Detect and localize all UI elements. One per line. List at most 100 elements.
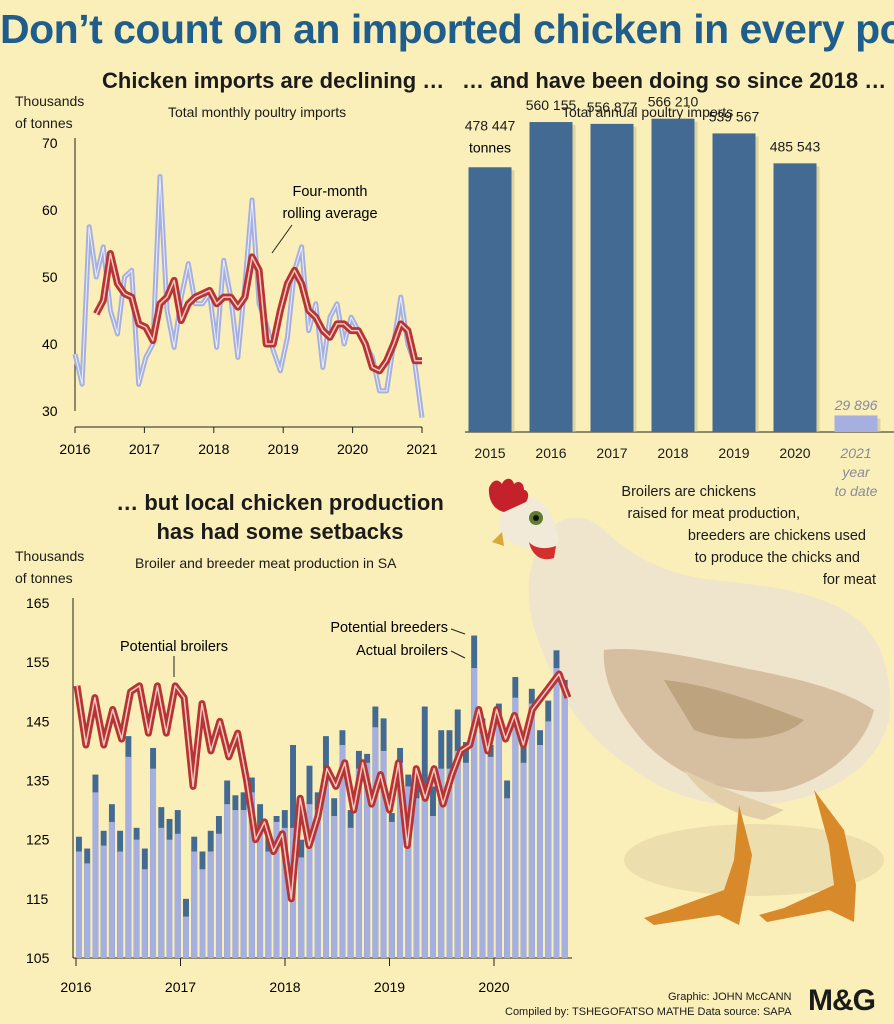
- actual-broilers-bar-48: [471, 668, 478, 958]
- compiled-credit: Compiled by: TSHEGOFATSO MATHE Data sour…: [505, 1006, 792, 1018]
- actual-broilers-bar-11: [166, 839, 173, 958]
- annual-value-label-2017: 556 877: [587, 99, 638, 115]
- actual-broilers-bar-4: [108, 821, 115, 958]
- actual-broilers-bar-6: [125, 756, 132, 958]
- production-heading: … but local chicken production has had s…: [0, 488, 560, 546]
- actual-broilers-bar-58: [553, 668, 560, 958]
- graphic-credit: Graphic: JOHN McCANN: [668, 991, 792, 1003]
- caption-line4: to produce the chicks and: [694, 550, 860, 566]
- imports-x-tick-2: 2018: [198, 441, 229, 457]
- actual-broilers-bar-49: [479, 733, 486, 958]
- actual-broilers-pointer: [450, 650, 466, 659]
- imports-heading: Chicken imports are declining …: [102, 68, 445, 93]
- annual-x-label-2018: 2018: [657, 445, 688, 461]
- actual-broilers-bar-35: [364, 762, 371, 958]
- actual-broilers-bar-1: [84, 863, 91, 958]
- actual-broilers-bar-22: [257, 827, 264, 958]
- production-y-tick-4: 145: [26, 713, 50, 729]
- annual-bar-2017: [590, 123, 634, 433]
- annual-value-label-2019: 539 567: [709, 108, 760, 124]
- imports-y-tick-2: 50: [42, 269, 58, 285]
- annual-subtitle: Total annual poultry imports: [562, 104, 734, 120]
- annual-value-label-2016: 560 155: [526, 97, 577, 113]
- actual-broilers-bar-10: [158, 827, 165, 958]
- actual-broilers-bar-52: [504, 798, 511, 958]
- annual-bar-2019: [712, 133, 756, 433]
- imports-x-tick-1: 2017: [129, 441, 160, 457]
- annual-bar-2015: [468, 167, 512, 432]
- annual-value-label-2018: 566 210: [648, 94, 699, 110]
- actual-broilers-bar-36: [372, 727, 379, 958]
- actual-broilers-bar-39: [397, 762, 404, 958]
- chicken-illustration: [488, 478, 890, 925]
- annual-value-label-2015: 478 447: [465, 117, 516, 133]
- actual-broilers-bar-7: [133, 839, 140, 958]
- actual-broilers-label: Actual broilers: [356, 643, 448, 659]
- actual-broilers-bar-17: [215, 833, 222, 958]
- actual-broilers-bar-8: [141, 869, 148, 958]
- actual-broilers-bar-51: [495, 721, 502, 958]
- actual-broilers-bar-57: [545, 721, 552, 958]
- imports-subtitle: Total monthly poultry imports: [168, 104, 347, 120]
- actual-broilers-bar-31: [331, 816, 338, 958]
- annual-x-label-2015: 2015: [474, 445, 505, 461]
- annual-value-label-2020: 485 543: [770, 138, 821, 154]
- actual-broilers-bar-30: [323, 768, 329, 958]
- actual-broilers-bar-40: [405, 786, 412, 958]
- caption-line1: Broilers are chickens: [621, 484, 756, 500]
- actual-broilers-bar-56: [537, 745, 543, 958]
- main-title: Don’t count on an imported chicken in ev…: [0, 6, 894, 52]
- annual-x-label-2021: 2021: [839, 445, 871, 461]
- annual-bar-2021: [834, 415, 878, 432]
- actual-broilers-bar-54: [520, 762, 527, 958]
- production-y-tick-1: 115: [26, 891, 49, 907]
- rolling-average-line-highlight: [95, 252, 422, 372]
- actual-broilers-bar-45: [446, 768, 453, 958]
- actual-broilers-bar-44: [438, 768, 445, 958]
- actual-broilers-bar-5: [117, 851, 124, 958]
- potential-breeders-pointer: [450, 628, 466, 635]
- potential-broilers-line-highlight: [76, 673, 569, 900]
- production-heading-line2: has had some setbacks: [156, 519, 404, 544]
- actual-broilers-bar-34: [355, 768, 362, 958]
- caption-line3: breeders are chickens used: [687, 528, 866, 544]
- imports-y-tick-0: 30: [42, 403, 58, 419]
- imports-y-tick-1: 40: [42, 336, 58, 352]
- rolling-average-label-line2: rolling average: [282, 206, 377, 222]
- actual-broilers-bar-14: [191, 851, 198, 958]
- actual-broilers-bar-47: [462, 762, 469, 958]
- actual-broilers-bar-16: [207, 851, 214, 958]
- production-y-tick-6: 165: [26, 595, 50, 611]
- actual-broilers-bar-0: [76, 851, 82, 958]
- production-heading-line1: … but local chicken production: [116, 490, 444, 515]
- caption: Broilers are chickens raised for meat pr…: [556, 481, 886, 591]
- annual-bar-2018: [651, 118, 695, 432]
- actual-broilers-bar-43: [430, 816, 436, 958]
- actual-broilers-bar-37: [380, 750, 387, 958]
- actual-broilers-bar-53: [512, 697, 519, 958]
- imports-ylabel-line1: Thousands: [15, 93, 85, 109]
- production-ylabel-line1: Thousands: [15, 548, 85, 564]
- actual-broilers-bar-12: [174, 833, 181, 958]
- actual-broilers-bar-25: [281, 827, 288, 958]
- annual-note-line2: to date: [835, 483, 878, 499]
- production-x-tick-1: 2017: [165, 979, 196, 995]
- production-y-tick-2: 125: [26, 832, 50, 848]
- imports-x-tick-5: 2021: [406, 441, 437, 457]
- annual-value-label-2021: 29 896: [834, 397, 878, 413]
- actual-broilers-bar-9: [150, 768, 157, 958]
- actual-broilers-bar-15: [199, 869, 206, 958]
- production-x-tick-3: 2019: [374, 979, 405, 995]
- caption-line2: raised for meat production,: [627, 506, 800, 522]
- actual-broilers-bar-38: [388, 821, 395, 958]
- rolling-average-label-line1: Four-month: [293, 184, 368, 200]
- annual-bar-2020: [773, 163, 817, 432]
- imports-x-tick-4: 2020: [337, 441, 368, 457]
- annual-x-label-2016: 2016: [535, 445, 566, 461]
- caption-line5: for meat: [822, 572, 876, 588]
- annual-bar-2016: [529, 122, 573, 432]
- annual-x-label-2019: 2019: [718, 445, 749, 461]
- production-x-tick-2: 2018: [269, 979, 300, 995]
- annual-x-label-2017: 2017: [596, 445, 627, 461]
- imports-x-tick-0: 2016: [59, 441, 90, 457]
